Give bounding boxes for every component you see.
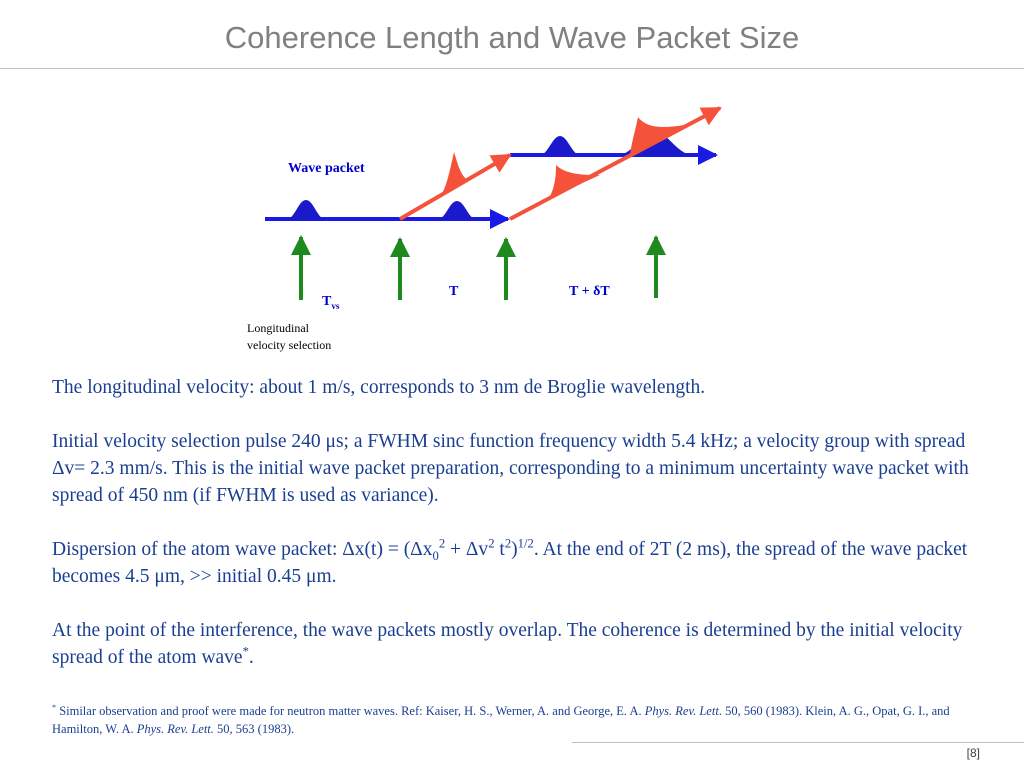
paragraph-velocity: The longitudinal velocity: about 1 m/s, …: [52, 377, 706, 398]
footnote: * Similar observation and proof were mad…: [52, 702, 950, 736]
wave-packet-lower-t: [436, 201, 478, 220]
tvs-label: Tvs: [322, 294, 340, 311]
t-delta-label: T + δT: [569, 284, 610, 299]
body-text: The longitudinal velocity: about 1 m/s, …: [52, 374, 982, 671]
slide-title: Coherence Length and Wave Packet Size: [224, 20, 800, 55]
t-label: T: [449, 284, 459, 299]
red-packet-first: [440, 152, 470, 196]
paragraph-dispersion: Dispersion of the atom wave packet: Δx(t…: [52, 536, 968, 587]
longitudinal-selection-label: Longitudinal velocity selection: [247, 321, 332, 352]
title-divider: [0, 68, 1024, 69]
wave-packet-label: Wave packet: [288, 161, 365, 176]
footer-divider: [572, 742, 1024, 743]
paragraph-selection-pulse: Initial velocity selection pulse 240 μs;…: [52, 431, 969, 506]
page-number: [8]: [966, 746, 980, 760]
red-packet-second: [549, 165, 600, 198]
wave-packet-initial: [285, 200, 327, 220]
paragraph-interference: At the point of the interference, the wa…: [52, 620, 963, 668]
wave-packet-upper-t: [538, 136, 582, 156]
red-packet-third: [630, 117, 690, 155]
